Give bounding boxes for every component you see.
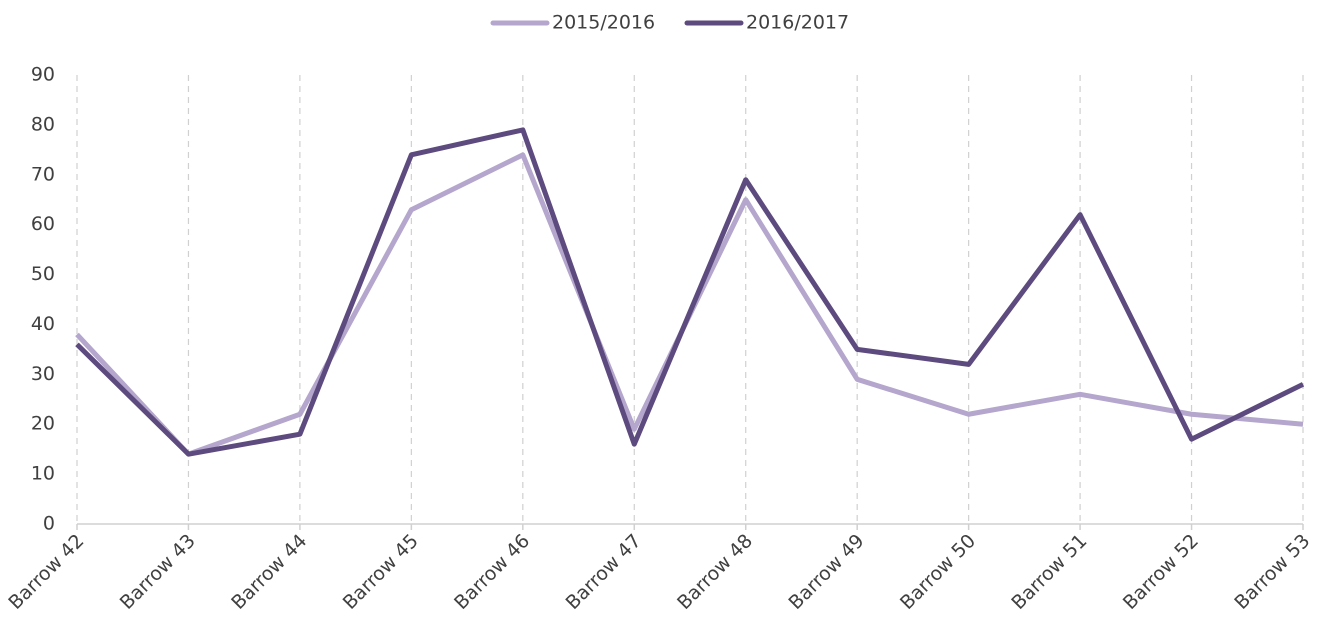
- y-tick-label: 50: [31, 263, 55, 285]
- x-tick-label: Barrow 50: [896, 530, 980, 614]
- x-tick-label: Barrow 46: [450, 530, 534, 614]
- x-tick-label: Barrow 45: [339, 530, 423, 614]
- x-tick-label: Barrow 47: [562, 530, 646, 614]
- y-tick-label: 20: [31, 413, 55, 435]
- y-tick-label: 40: [31, 313, 55, 335]
- y-tick-label: 0: [43, 513, 55, 535]
- y-tick-label: 90: [31, 64, 55, 86]
- legend-label: 2016/2017: [746, 12, 849, 34]
- y-tick-label: 80: [31, 113, 55, 135]
- x-tick-label: Barrow 53: [1230, 530, 1314, 614]
- x-tick-label: Barrow 52: [1119, 530, 1203, 614]
- y-tick-label: 30: [31, 363, 55, 385]
- series-line: [75, 127, 1305, 457]
- legend-label: 2015/2016: [552, 12, 655, 34]
- series-line: [75, 152, 1304, 457]
- y-tick-label: 10: [31, 463, 55, 485]
- x-tick-label: Barrow 42: [4, 530, 88, 614]
- x-tick-label: Barrow 51: [1007, 530, 1091, 614]
- x-tick-label: Barrow 49: [785, 530, 869, 614]
- y-tick-label: 70: [31, 163, 55, 185]
- y-tick-label: 60: [31, 213, 55, 235]
- x-tick-label: Barrow 43: [116, 530, 200, 614]
- x-tick-label: Barrow 48: [673, 530, 757, 614]
- x-tick-label: Barrow 44: [227, 530, 311, 614]
